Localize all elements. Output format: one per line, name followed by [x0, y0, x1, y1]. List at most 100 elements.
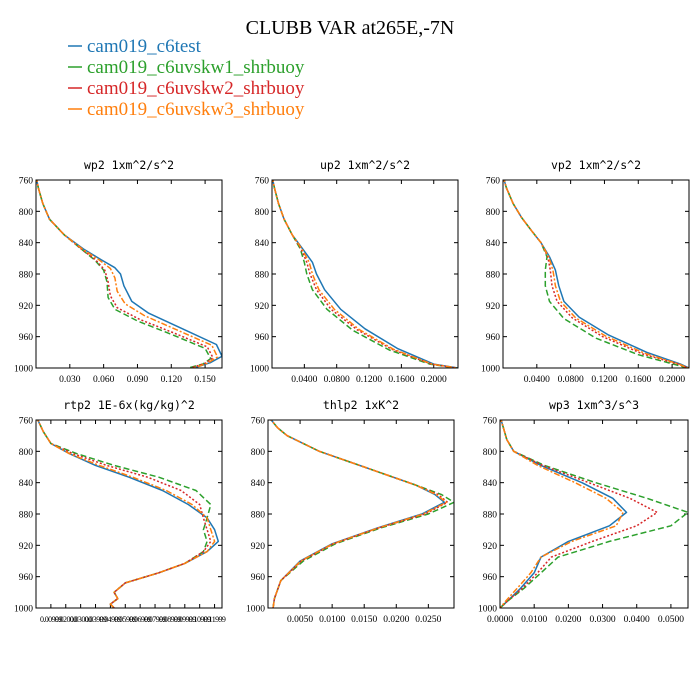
x-tick-label: 0.030 [59, 375, 81, 385]
y-tick-label: 840 [251, 479, 266, 489]
series-line [503, 180, 688, 368]
legend-label: cam019_c6uvskw1_shrbuoy [87, 57, 305, 78]
x-tick-label: 0.1600 [388, 375, 414, 385]
plot-frame [267, 419, 455, 609]
x-tick-label: 0.0400 [524, 375, 550, 385]
x-tick-label: 0.0200 [383, 615, 409, 625]
chart-panel: wp3 1xm^3/s^3 760 800 840 880 920 960 10000.000… [478, 398, 689, 625]
y-tick-label: 800 [19, 448, 34, 458]
x-tick-label: 0.120 [161, 375, 183, 385]
panel-title: wp2 1xm^2/s^2 [84, 158, 174, 172]
panel-title: up2 1xm^2/s^2 [320, 158, 410, 172]
x-tick-label: 0.0800 [324, 375, 350, 385]
series-line [37, 420, 216, 608]
y-tick-label: 1000 [14, 605, 33, 615]
panel-title: thlp2 1xK^2 [323, 398, 399, 412]
plot-frame [499, 419, 689, 609]
y-tick-label: 920 [486, 302, 501, 312]
y-tick-label: 1000 [481, 365, 500, 375]
y-tick-label: 800 [19, 208, 34, 218]
y-tick-label: 920 [255, 302, 270, 312]
x-tick-label: 0.0150 [351, 615, 377, 625]
legend: cam019_c6testcam019_c6uvskw1_shrbuoycam0… [68, 36, 305, 120]
y-tick-label: 760 [19, 417, 34, 427]
y-tick-label: 960 [251, 573, 266, 583]
x-tick-label: 0.04999 [99, 615, 121, 624]
panel-title: rtp2 1E-6x(kg/kg)^2 [63, 398, 195, 412]
x-tick-label: 0.1600 [625, 375, 651, 385]
x-tick-label: 0.10999 [189, 615, 211, 624]
series-line [503, 180, 689, 368]
x-tick-label: 0.1200 [356, 375, 382, 385]
x-tick-label: 0.2000 [659, 375, 685, 385]
figure-title: CLUBB VAR at265E,-7N [246, 17, 455, 39]
y-tick-label: 840 [255, 239, 270, 249]
y-tick-label: 800 [255, 208, 270, 218]
y-tick-label: 920 [251, 542, 266, 552]
x-tick-label: 0.090 [127, 375, 149, 385]
y-tick-label: 960 [255, 333, 270, 343]
y-tick-label: 760 [255, 177, 270, 187]
x-tick-label: 0.07999 [144, 615, 166, 624]
x-tick-label: 0.0200 [555, 615, 581, 625]
y-tick-label: 920 [19, 302, 34, 312]
y-tick-label: 840 [486, 239, 501, 249]
y-tick-label: 760 [483, 417, 498, 427]
panel-title: vp2 1xm^2/s^2 [551, 158, 641, 172]
y-tick-label: 880 [486, 271, 501, 281]
x-tick-label: 0.0300 [589, 615, 615, 625]
x-tick-label: 0.09999 [174, 615, 196, 624]
y-tick-label: 1000 [246, 605, 265, 615]
x-tick-label: 0.06999 [129, 615, 151, 624]
y-tick-label: 880 [255, 271, 270, 281]
series-line [272, 180, 457, 368]
x-tick-label: 0.060 [93, 375, 115, 385]
y-tick-label: 880 [19, 271, 34, 281]
y-tick-label: 760 [251, 417, 266, 427]
x-tick-label: 0.0400 [291, 375, 317, 385]
legend-label: cam019_c6test [87, 36, 202, 57]
x-tick-label: 0.0800 [558, 375, 584, 385]
y-tick-label: 920 [19, 542, 34, 552]
y-tick-label: 840 [19, 479, 34, 489]
y-tick-label: 960 [19, 333, 34, 343]
chart-panels: wp2 1xm^2/s^2 760 800 840 880 920 960 1000 0.030… [14, 158, 690, 625]
x-tick-label: 0.11999 [204, 615, 226, 624]
x-tick-label: 0.00999 [40, 615, 62, 624]
x-tick-label: 0.0400 [624, 615, 650, 625]
y-tick-label: 960 [486, 333, 501, 343]
series-line [36, 180, 219, 368]
series-line [36, 180, 214, 368]
y-tick-label: 960 [19, 573, 34, 583]
series-line [503, 180, 689, 368]
x-tick-label: 0.05999 [114, 615, 136, 624]
plot-frame [35, 419, 223, 609]
x-tick-label: 0.0100 [521, 615, 547, 625]
x-tick-label: 0.02000 [55, 615, 77, 624]
series-line [500, 420, 624, 608]
y-tick-label: 840 [483, 479, 498, 489]
x-tick-label: 0.150 [194, 375, 216, 385]
series-line [503, 180, 689, 368]
series-line [270, 420, 448, 608]
chart-panel: thlp2 1xK^2 760 800 840 880 920 960 1000 0.0050 0… [246, 398, 455, 625]
chart-panel: rtp2 1E-6x(kg/kg)^2 760 800 840 880 920 960 100… [14, 398, 227, 624]
y-tick-label: 920 [483, 542, 498, 552]
legend-label: cam019_c6uvskw3_shrbuoy [87, 99, 305, 120]
legend-label: cam019_c6uvskw2_shrbuoy [87, 78, 305, 99]
plot-frame [35, 179, 223, 369]
y-tick-label: 840 [19, 239, 34, 249]
panel-title: wp3 1xm^3/s^3 [549, 398, 639, 412]
y-tick-label: 760 [486, 177, 501, 187]
x-tick-label: 0.0500 [658, 615, 684, 625]
x-tick-label: 0.0100 [319, 615, 345, 625]
y-tick-label: 960 [483, 573, 498, 583]
y-tick-label: 760 [19, 177, 34, 187]
y-tick-label: 1000 [14, 365, 33, 375]
x-tick-label: 0.2000 [421, 375, 447, 385]
y-tick-label: 1000 [478, 605, 497, 615]
x-tick-label: 0.0250 [415, 615, 441, 625]
plot-frame [502, 179, 690, 369]
